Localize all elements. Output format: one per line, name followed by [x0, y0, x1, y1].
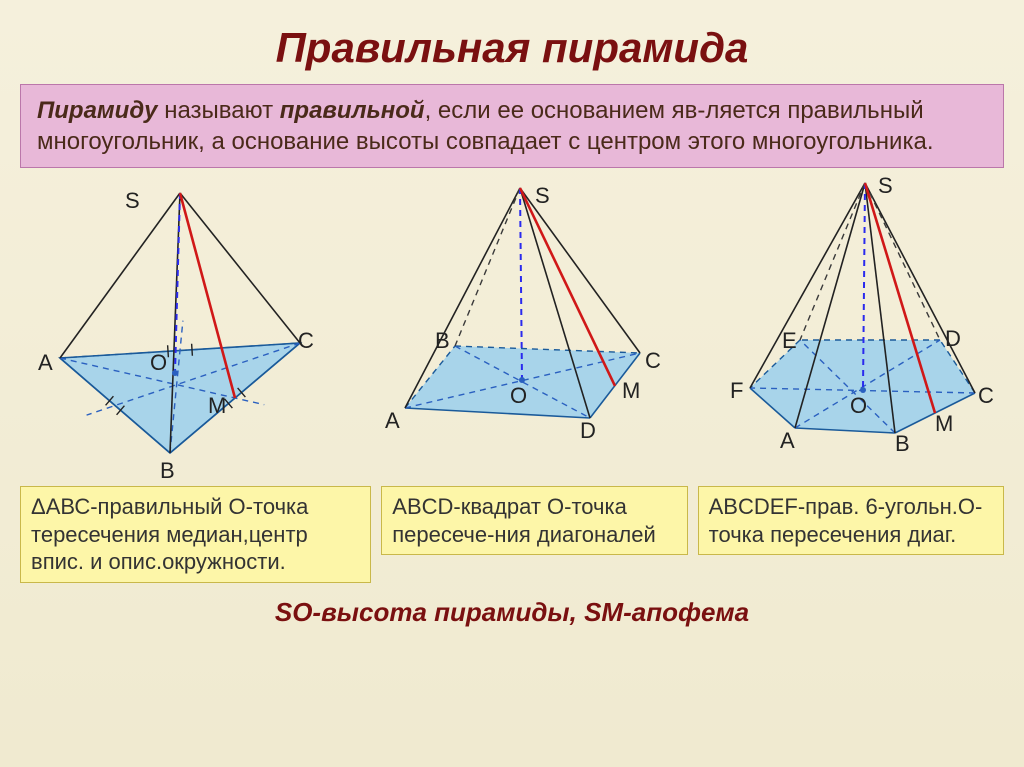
p2-label-A: A	[385, 408, 400, 434]
p3-label-M: M	[935, 411, 953, 437]
p3-label-B: B	[895, 431, 910, 457]
def-word-1: Пирамиду	[37, 97, 158, 124]
p3-label-O: O	[850, 393, 867, 419]
pyramid-hexagon	[685, 178, 1024, 478]
p1-label-A: A	[38, 350, 53, 376]
p2-label-D: D	[580, 418, 596, 444]
p1-label-M: M	[208, 393, 226, 419]
caption-square: ABCD-квадрат О-точка пересече-ния диагон…	[381, 486, 687, 555]
slide-title: Правильная пирамида	[0, 0, 1024, 84]
p1-label-B: B	[160, 458, 175, 484]
p2-label-S: S	[535, 183, 550, 209]
p3-label-E: E	[782, 328, 797, 354]
p3-label-S: S	[878, 173, 893, 199]
diagram-area: S A B C O M S A B C D O M S A B C D E F …	[0, 178, 1024, 478]
p2-label-C: C	[645, 348, 661, 374]
p1-label-C: C	[298, 328, 314, 354]
p3-label-D: D	[945, 326, 961, 352]
caption-row: ΔАВС-правильный О-точка тересечения меди…	[0, 486, 1024, 583]
p1-label-O: O	[150, 350, 167, 376]
p2-label-M: M	[622, 378, 640, 404]
caption-triangle: ΔАВС-правильный О-точка тересечения меди…	[20, 486, 371, 583]
p3-label-C: C	[978, 383, 994, 409]
p2-label-O: O	[510, 383, 527, 409]
def-text-1: называют	[158, 97, 280, 124]
p3-label-F: F	[730, 378, 743, 404]
p1-label-S: S	[125, 188, 140, 214]
p2-label-B: B	[435, 328, 450, 354]
footer-text: SO-высота пирамиды, SM-апофема	[0, 597, 1024, 628]
definition-box: Пирамиду называют правильной, если ее ос…	[20, 84, 1004, 168]
caption-hexagon: ABCDEF-прав. 6-угольн.О-точка пересечени…	[698, 486, 1004, 555]
def-word-2: правильной	[280, 97, 425, 124]
p3-label-A: A	[780, 428, 795, 454]
pyramid-square	[350, 178, 690, 478]
